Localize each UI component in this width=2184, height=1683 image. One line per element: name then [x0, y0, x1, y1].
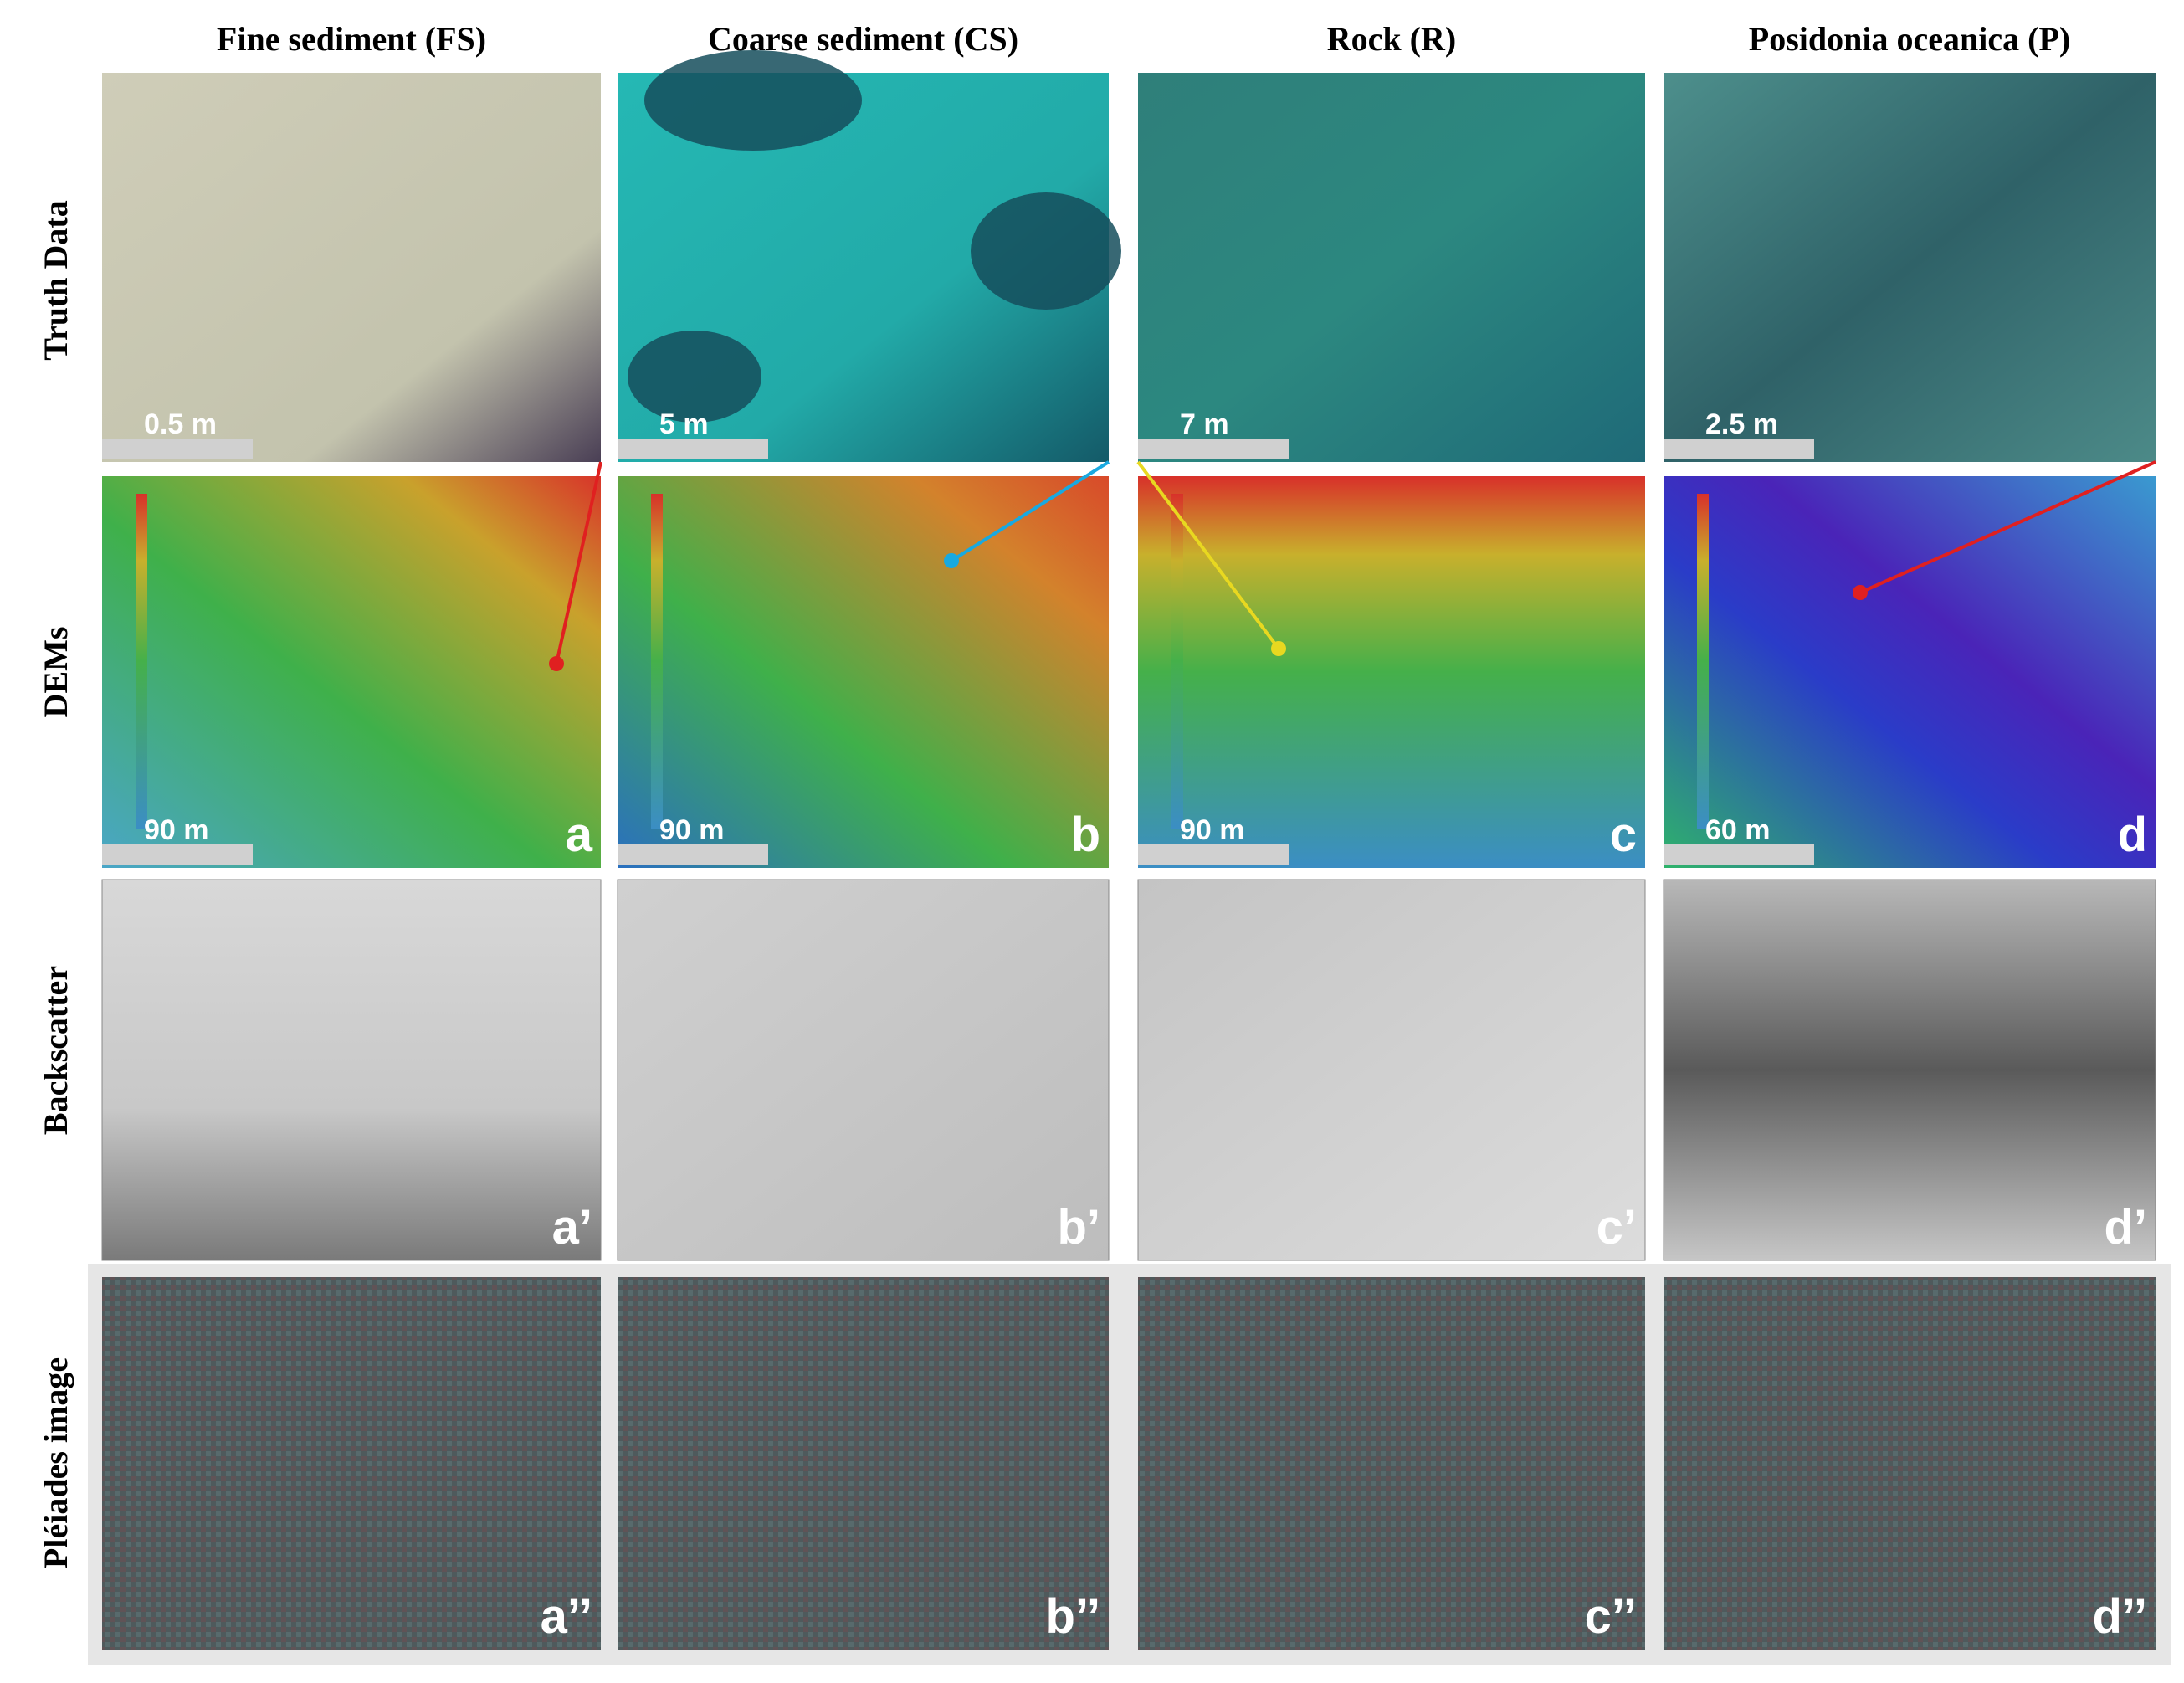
- scale-label: 60 m: [1705, 814, 1771, 846]
- scale-bar: [1664, 844, 1814, 865]
- panel-letter: b’: [1057, 1200, 1100, 1255]
- sample-point: [1853, 585, 1868, 600]
- color-bar: [1171, 494, 1183, 829]
- color-bar: [1697, 494, 1709, 829]
- row-label: DEMs: [37, 627, 74, 718]
- scale-label: 90 m: [1180, 814, 1245, 846]
- image-panel: [102, 73, 601, 462]
- scale-bar: [1664, 439, 1814, 459]
- panel-letter: b’’: [1045, 1589, 1100, 1644]
- row-label: Truth Data: [37, 200, 74, 360]
- panels: Fine sediment (FS) Coarse sediment (CS) Ro…: [37, 20, 2156, 1650]
- panel-letter: d: [2118, 808, 2147, 862]
- scale-label: 7 m: [1180, 408, 1229, 440]
- row-label: Pléiades image: [37, 1357, 74, 1568]
- column-header: Rock (R): [1327, 20, 1456, 58]
- scale-bar: [102, 844, 253, 865]
- color-bar: [651, 494, 663, 829]
- sample-point: [549, 656, 564, 671]
- image-panel: [1664, 73, 2156, 462]
- image-panel: [617, 879, 1110, 1261]
- image-panel: [1663, 879, 2156, 1261]
- scale-bar: [1138, 844, 1289, 865]
- scale-label: 90 m: [659, 814, 725, 846]
- scale-bar: [618, 844, 768, 865]
- sample-point: [944, 553, 959, 568]
- connector: [950, 460, 1110, 562]
- scale-label: 2.5 m: [1705, 408, 1778, 440]
- seagrass-patch: [644, 50, 862, 151]
- seagrass-patch: [628, 331, 761, 423]
- column-header: Posidonia oceanica (P): [1749, 20, 2070, 58]
- panel-letter: d’: [2104, 1200, 2147, 1255]
- connector: [1136, 460, 1280, 650]
- panel-letter: d’’: [2092, 1589, 2147, 1644]
- panel-letter: a: [566, 808, 593, 862]
- image-panel: [1137, 879, 1646, 1261]
- scale-bar: [102, 439, 253, 459]
- connector: [555, 461, 602, 664]
- panel-letter: a’: [552, 1200, 592, 1255]
- panel-letter: a’’: [541, 1589, 592, 1644]
- panel-letter: c: [1610, 808, 1637, 862]
- scale-bar: [1138, 439, 1289, 459]
- image-panel: [1138, 476, 1645, 868]
- scale-label: 5 m: [659, 408, 709, 440]
- image-panel: [618, 476, 1109, 868]
- image-panel: [1664, 1277, 2156, 1650]
- color-bar: [136, 494, 147, 829]
- scale-label: 0.5 m: [144, 408, 217, 440]
- image-panel: [101, 879, 602, 1261]
- column-header: Fine sediment (FS): [217, 20, 486, 58]
- image-panel: [102, 476, 601, 868]
- image-panel: [618, 1277, 1109, 1650]
- sample-point: [1271, 641, 1286, 656]
- image-panel: [1138, 1277, 1645, 1650]
- image-panel: [1138, 73, 1645, 462]
- row-label: Backscatter: [37, 966, 74, 1135]
- image-panel: [102, 1277, 601, 1650]
- connector: [1859, 460, 2156, 594]
- panel-letter: b: [1071, 808, 1100, 862]
- panel-letter: c’: [1597, 1200, 1637, 1255]
- scale-label: 90 m: [144, 814, 209, 846]
- image-panel: [1664, 476, 2156, 868]
- scale-bar: [618, 439, 768, 459]
- panel-letter: c’’: [1585, 1589, 1637, 1644]
- seagrass-patch: [971, 192, 1121, 310]
